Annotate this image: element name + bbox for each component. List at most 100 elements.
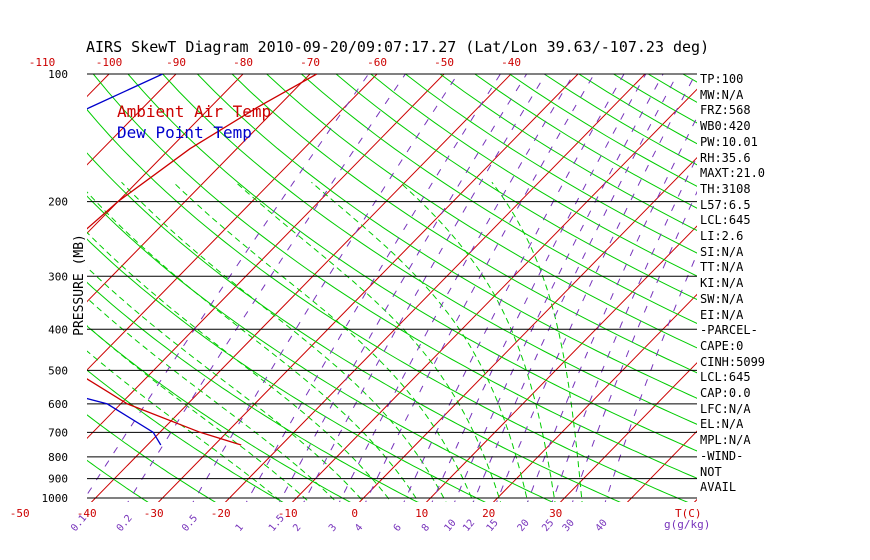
isotherm-line bbox=[757, 74, 870, 507]
top-temp-tick-label: -110 bbox=[29, 56, 56, 69]
stat-line: TH:3108 bbox=[700, 181, 751, 196]
mixing-ratio-line bbox=[303, 74, 547, 502]
dry-adiabat-line bbox=[87, 414, 216, 502]
pressure-tick-label: 400 bbox=[48, 323, 68, 336]
isobar-lines bbox=[87, 73, 697, 499]
mixing-ratio-line bbox=[365, 74, 595, 502]
y-axis-label: PRESSURE (MB) bbox=[72, 234, 87, 336]
isotherm-line bbox=[0, 74, 42, 507]
stat-line: SI:N/A bbox=[700, 244, 744, 259]
pressure-tick-label: 800 bbox=[48, 451, 68, 464]
dry-adiabat-line bbox=[162, 74, 697, 425]
mixing-ratio-tick-label: 8 bbox=[420, 522, 432, 534]
mixing-ratio-line bbox=[472, 74, 678, 502]
dry-adiabat-line bbox=[127, 74, 697, 452]
stat-line: MPL:N/A bbox=[700, 433, 751, 448]
mixing-ratio-tick-label: 0.2 bbox=[115, 513, 135, 534]
pressure-tick-label: 100 bbox=[48, 68, 68, 81]
dry-adiabat-line bbox=[87, 325, 351, 502]
mixing-ratio-line bbox=[127, 74, 406, 502]
bottom-temp-tick-label: 20 bbox=[482, 507, 495, 520]
dry-adiabat-line bbox=[87, 238, 486, 502]
dry-adiabat-line bbox=[92, 74, 697, 479]
dry-adiabat-line bbox=[87, 108, 689, 502]
stat-line: LCL:645 bbox=[700, 213, 751, 228]
moist-adiabat-line bbox=[87, 266, 365, 502]
mixing-ratio-tick-label: 25 bbox=[540, 518, 556, 534]
top-temp-tick-label: -50 bbox=[434, 56, 454, 69]
dry-adiabat-line bbox=[822, 74, 870, 507]
temp-unit-label: T(C) bbox=[675, 507, 702, 520]
top-temp-tick-label: -80 bbox=[233, 56, 253, 69]
isotherm-line bbox=[224, 74, 646, 502]
top-temp-tick-label: -70 bbox=[300, 56, 320, 69]
stat-line: LCL:645 bbox=[700, 370, 751, 385]
mixing-ratio-line bbox=[527, 116, 697, 502]
dry-adiabat-line bbox=[370, 74, 697, 277]
isotherm-lines bbox=[0, 74, 870, 507]
mixing-ratio-tick-label: 4 bbox=[353, 522, 365, 534]
mixing-ratio-tick-label: 30 bbox=[561, 518, 577, 534]
stat-line: KI:N/A bbox=[700, 276, 744, 291]
stat-line: L57:6.5 bbox=[700, 197, 751, 212]
dry-adiabat-line bbox=[231, 74, 697, 374]
isotherm-line bbox=[87, 74, 177, 166]
mixing-ratio-line bbox=[245, 74, 501, 502]
moist-adiabat-line bbox=[399, 181, 556, 502]
moist-adiabat-line bbox=[172, 181, 474, 502]
temperature-line bbox=[87, 74, 318, 446]
mixing-ratio-line bbox=[338, 74, 575, 502]
dry-adiabat-line bbox=[87, 281, 419, 502]
isotherm-line bbox=[87, 74, 445, 440]
stat-line: LI:2.6 bbox=[700, 229, 744, 243]
isotherm-line bbox=[87, 74, 311, 303]
dry-adiabat-line bbox=[87, 152, 621, 502]
mixing-ratio-tick-label: 1 bbox=[234, 522, 246, 534]
mixing-ratio-tick-label: 6 bbox=[392, 522, 404, 534]
bottom-temp-tick-label: -50 bbox=[10, 507, 30, 520]
dry-adiabat-line bbox=[752, 74, 870, 507]
stat-line: TP:100 bbox=[700, 72, 744, 86]
dry-adiabat-line bbox=[856, 74, 870, 507]
isotherm-line bbox=[87, 74, 378, 371]
bottom-temp-tick-label: -20 bbox=[211, 507, 231, 520]
isotherm-line bbox=[626, 430, 697, 502]
stat-line: CAP:0.0 bbox=[700, 386, 751, 400]
stat-line: CINH:5099 bbox=[700, 354, 766, 369]
mixing-ratio-tick-label: 3 bbox=[327, 522, 339, 534]
isotherm-line bbox=[425, 225, 697, 502]
axis-labels: 1002003004005006007008009001000-120-110-… bbox=[10, 56, 711, 534]
mixing-ratio-tick-label: 0.5 bbox=[180, 513, 200, 534]
mixing-ratio-line bbox=[572, 190, 697, 502]
moist-adiabat-line bbox=[87, 297, 338, 502]
pressure-tick-label: 1000 bbox=[42, 492, 69, 505]
pressure-tick-label: 700 bbox=[48, 426, 68, 439]
mixing-ratio-unit-label: g(g/kg) bbox=[664, 518, 710, 531]
stat-line: -PARCEL- bbox=[700, 323, 758, 338]
stat-line: SW:N/A bbox=[700, 291, 744, 306]
moist-adiabat-line bbox=[311, 181, 529, 502]
dry-adiabat-lines bbox=[87, 74, 870, 507]
dry-adiabat-line bbox=[439, 74, 697, 232]
moist-adiabat-line bbox=[87, 231, 392, 502]
stat-line: PW:10.01 bbox=[700, 134, 758, 149]
top-temp-tick-label: -90 bbox=[166, 56, 186, 69]
stat-line: MAXT:21.0 bbox=[700, 166, 766, 181]
stat-line: LFC:N/A bbox=[700, 401, 751, 416]
pressure-tick-label: 600 bbox=[48, 398, 68, 411]
dry-adiabat-line bbox=[197, 74, 697, 399]
dry-adiabat-line bbox=[87, 195, 554, 502]
mixing-ratio-line bbox=[192, 74, 459, 502]
bottom-temp-tick-label: 10 bbox=[415, 507, 428, 520]
isotherm-line bbox=[492, 293, 697, 502]
dewpoint-line bbox=[87, 74, 163, 446]
stat-line: -WIND- bbox=[700, 448, 744, 463]
mixing-ratio-line bbox=[496, 74, 696, 502]
mixing-ratio-line bbox=[403, 74, 625, 502]
stat-line: TT:N/A bbox=[700, 260, 744, 275]
stat-line: FRZ:568 bbox=[700, 103, 751, 118]
mixing-ratio-tick-label: 12 bbox=[461, 518, 477, 534]
stat-line: EL:N/A bbox=[700, 417, 744, 432]
dry-adiabat-line bbox=[87, 459, 149, 502]
